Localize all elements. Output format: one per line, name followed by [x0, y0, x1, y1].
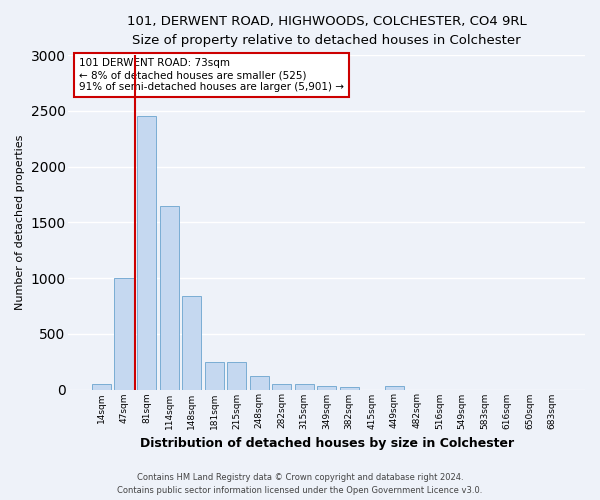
Bar — [160, 206, 179, 390]
Bar — [92, 384, 111, 390]
Bar — [295, 384, 314, 390]
Bar — [227, 362, 246, 390]
Bar — [272, 384, 291, 390]
Bar — [317, 386, 337, 390]
Bar — [205, 362, 224, 390]
Title: 101, DERWENT ROAD, HIGHWOODS, COLCHESTER, CO4 9RL
Size of property relative to d: 101, DERWENT ROAD, HIGHWOODS, COLCHESTER… — [127, 15, 527, 47]
Bar — [385, 386, 404, 390]
Text: 101 DERWENT ROAD: 73sqm
← 8% of detached houses are smaller (525)
91% of semi-de: 101 DERWENT ROAD: 73sqm ← 8% of detached… — [79, 58, 344, 92]
Y-axis label: Number of detached properties: Number of detached properties — [15, 134, 25, 310]
X-axis label: Distribution of detached houses by size in Colchester: Distribution of detached houses by size … — [140, 437, 514, 450]
Bar — [182, 296, 201, 390]
Text: Contains HM Land Registry data © Crown copyright and database right 2024.
Contai: Contains HM Land Registry data © Crown c… — [118, 474, 482, 495]
Bar — [250, 376, 269, 390]
Bar — [137, 116, 156, 390]
Bar — [340, 388, 359, 390]
Bar — [115, 278, 134, 390]
